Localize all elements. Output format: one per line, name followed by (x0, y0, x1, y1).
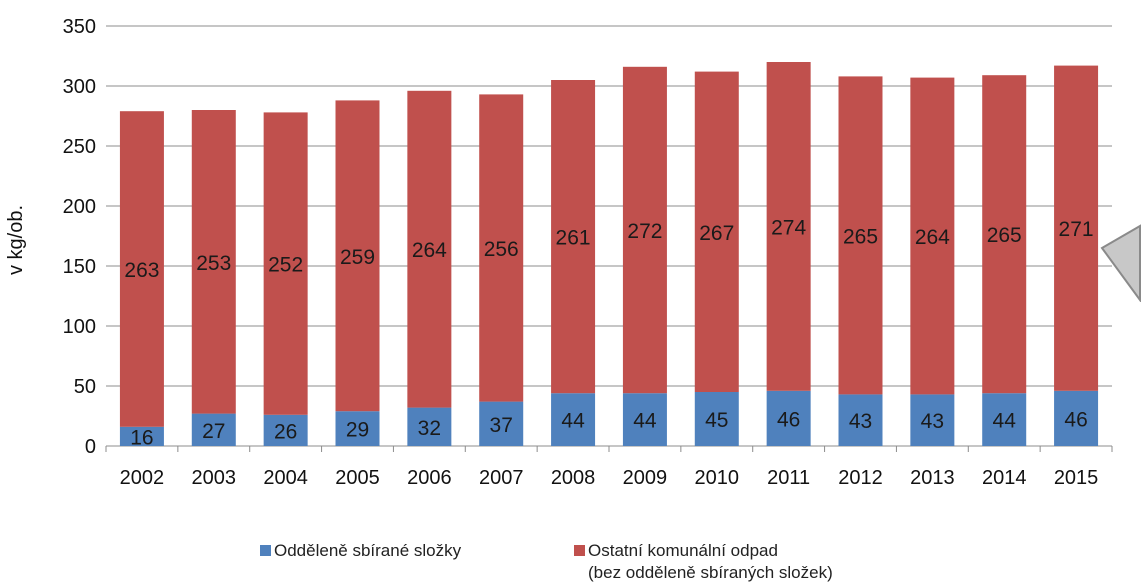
bar-segment-other (982, 75, 1027, 394)
bar-segment-other (1054, 65, 1099, 391)
data-label: 44 (993, 410, 1017, 433)
legend-label-other-sub: (bez odděleně sbíraných složek) (588, 563, 833, 582)
x-tick-label: 2012 (838, 467, 883, 489)
legend-swatch-red (574, 545, 585, 556)
data-label: 271 (1059, 218, 1094, 241)
y-tick-label: 100 (63, 316, 96, 338)
bar-segment-separated (622, 393, 667, 446)
y-tick-label: 300 (63, 76, 96, 98)
y-tick-label: 150 (63, 256, 96, 278)
legend-swatch-blue (260, 545, 271, 556)
x-tick-label: 2003 (192, 467, 237, 489)
x-tick-label: 2015 (1054, 467, 1099, 489)
data-label: 16 (130, 426, 153, 449)
x-tick-label: 2005 (335, 467, 380, 489)
data-label: 265 (987, 224, 1022, 247)
x-tick-label: 2014 (982, 467, 1027, 489)
legend-label-other: Ostatní komunální odpad (588, 541, 778, 560)
data-label: 37 (490, 414, 513, 437)
data-label: 29 (346, 419, 369, 442)
bar-segment-other (551, 80, 596, 394)
data-label: 272 (627, 220, 662, 243)
bar-segment-other (407, 90, 452, 408)
data-label: 265 (843, 225, 878, 248)
data-label: 26 (274, 420, 297, 443)
data-label: 46 (777, 408, 800, 431)
bar-segment-other (191, 110, 236, 414)
data-label: 27 (202, 420, 225, 443)
bar-segment-other (766, 62, 811, 391)
bar-segment-separated (263, 414, 308, 446)
bar-segment-separated (838, 394, 883, 446)
axes: 0 50 100 150 200 250 300 350 2002 2003 2004 2005 200… (63, 16, 1113, 489)
y-tick-label: 250 (63, 136, 96, 158)
x-tick-label: 2004 (263, 467, 308, 489)
bar-segment-other (622, 66, 667, 394)
bar-segment-separated (1054, 390, 1099, 446)
data-label: 44 (561, 410, 585, 433)
bar-segment-other (694, 71, 739, 392)
y-axis-label: v kg/ob. (5, 205, 27, 275)
bar-segment-separated (407, 407, 452, 446)
bars (119, 62, 1099, 446)
bar-segment-separated (982, 393, 1027, 446)
bar-segment-other (838, 76, 883, 395)
bar-segment-other (119, 111, 164, 427)
data-label: 44 (633, 410, 657, 433)
y-tick-label: 200 (63, 196, 96, 218)
legend-label-separated: Odděleně sbírané složky (274, 541, 462, 560)
bar-segment-other (263, 112, 308, 415)
bar-segment-other (910, 77, 955, 395)
data-label: 274 (771, 216, 806, 239)
x-tick-label: 2008 (551, 467, 596, 489)
data-label: 45 (705, 409, 728, 432)
x-tick-label: 2006 (407, 467, 452, 489)
data-label: 267 (699, 222, 734, 245)
data-label: 252 (268, 254, 303, 277)
legend-item-separated: Odděleně sbírané složky (260, 540, 461, 562)
x-tick-label: 2009 (623, 467, 668, 489)
x-tick-label: 2007 (479, 467, 524, 489)
bar-segment-separated (479, 401, 524, 446)
bar-segment-separated (766, 390, 811, 446)
data-label: 264 (412, 239, 447, 262)
bar-segment-separated (551, 393, 596, 446)
bar-segment-separated (191, 413, 236, 446)
stacked-bar-chart: 0 50 100 150 200 250 300 350 2002 2003 2004 2005 200… (5, 16, 1113, 489)
data-label: 256 (484, 238, 519, 261)
data-labels: 16 263 27 253 26 252 29 259 32 264 37 256 44 261 44 272… (124, 216, 1093, 449)
bar-segment-separated (910, 394, 955, 446)
data-label: 259 (340, 246, 375, 269)
data-label: 43 (921, 410, 944, 433)
bar-segment-separated (335, 411, 380, 446)
x-tick-label: 2010 (695, 467, 740, 489)
data-label: 46 (1064, 408, 1087, 431)
data-label: 263 (124, 259, 159, 282)
y-tick-label: 0 (85, 436, 96, 458)
mouse-pointer-icon (1100, 224, 1141, 302)
bar-segment-other (479, 94, 524, 402)
grid-lines (106, 25, 1112, 387)
data-label: 32 (418, 417, 441, 440)
bar-segment-separated (119, 426, 164, 446)
data-label: 253 (196, 252, 231, 275)
bar-segment-other (335, 100, 380, 412)
bar-segment-separated (694, 392, 739, 446)
y-tick-label: 50 (74, 376, 96, 398)
y-tick-label: 350 (63, 16, 96, 38)
x-tick-label: 2002 (120, 467, 165, 489)
data-label: 264 (915, 226, 950, 249)
legend-item-other: Ostatní komunální odpad (bez odděleně sb… (574, 540, 833, 584)
x-tick-label: 2011 (767, 467, 810, 489)
x-tick-label: 2013 (910, 467, 955, 489)
data-label: 43 (849, 410, 872, 433)
data-label: 261 (556, 227, 591, 250)
